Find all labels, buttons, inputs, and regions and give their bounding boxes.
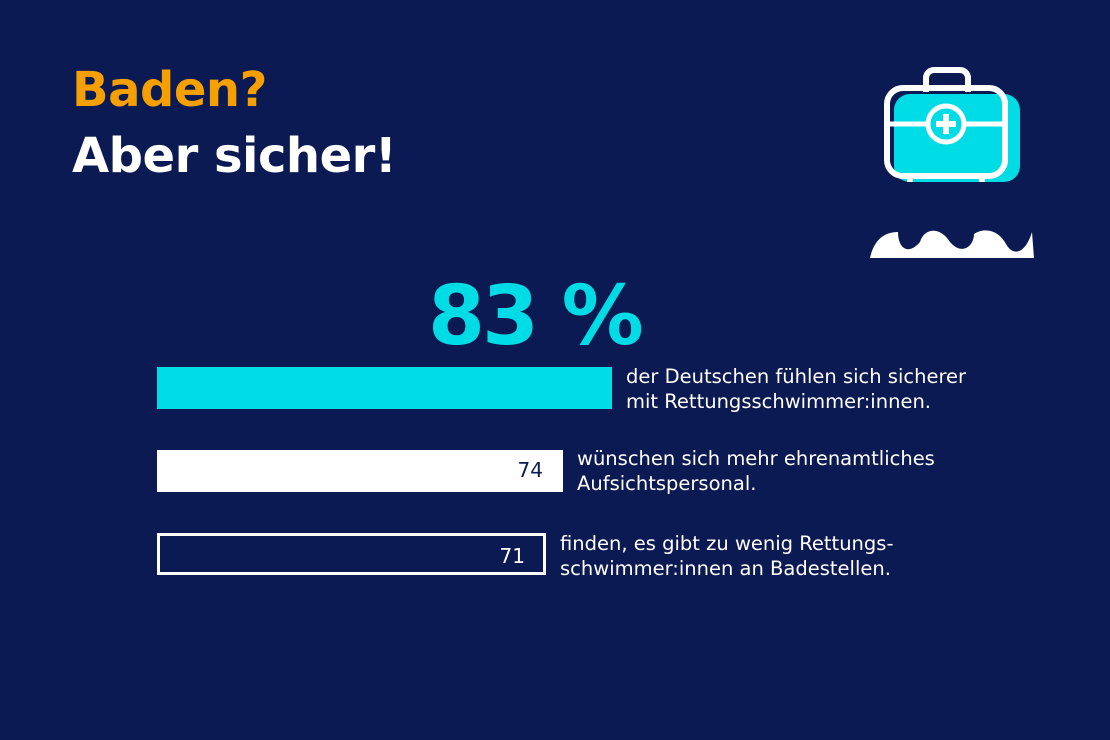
bar-description-line: der Deutschen fühlen sich sicherer [626, 365, 967, 388]
bar-description-line: Aufsichtspersonal. [577, 472, 757, 495]
title-line-1: Baden? [72, 62, 267, 118]
bar-value-label: 74 [517, 458, 543, 482]
bar-74: 74 [157, 450, 563, 492]
bar-71: 71 [157, 533, 546, 575]
bar-description-line: mit Rettungsschwimmer:innen. [626, 390, 932, 413]
bar-description: finden, es gibt zu wenig Rettungs-schwim… [560, 531, 894, 581]
headline-percentage: 83 % [428, 269, 644, 364]
bar-description-line: schwimmer:innen an Badestellen. [560, 557, 891, 580]
bar-description-line: wünschen sich mehr ehrenamtliches [577, 447, 935, 470]
title-line-2: Aber sicher! [72, 128, 397, 184]
bar-83 [157, 367, 612, 409]
bar-description-line: finden, es gibt zu wenig Rettungs- [560, 532, 894, 555]
first-aid-kit-over-water-icon [870, 67, 1034, 258]
bar-description: der Deutschen fühlen sich sicherer mit Re… [626, 364, 966, 414]
bar-description: wünschen sich mehr ehrenamtliches Aufsich… [577, 446, 935, 496]
bar-value-label: 71 [499, 544, 525, 568]
